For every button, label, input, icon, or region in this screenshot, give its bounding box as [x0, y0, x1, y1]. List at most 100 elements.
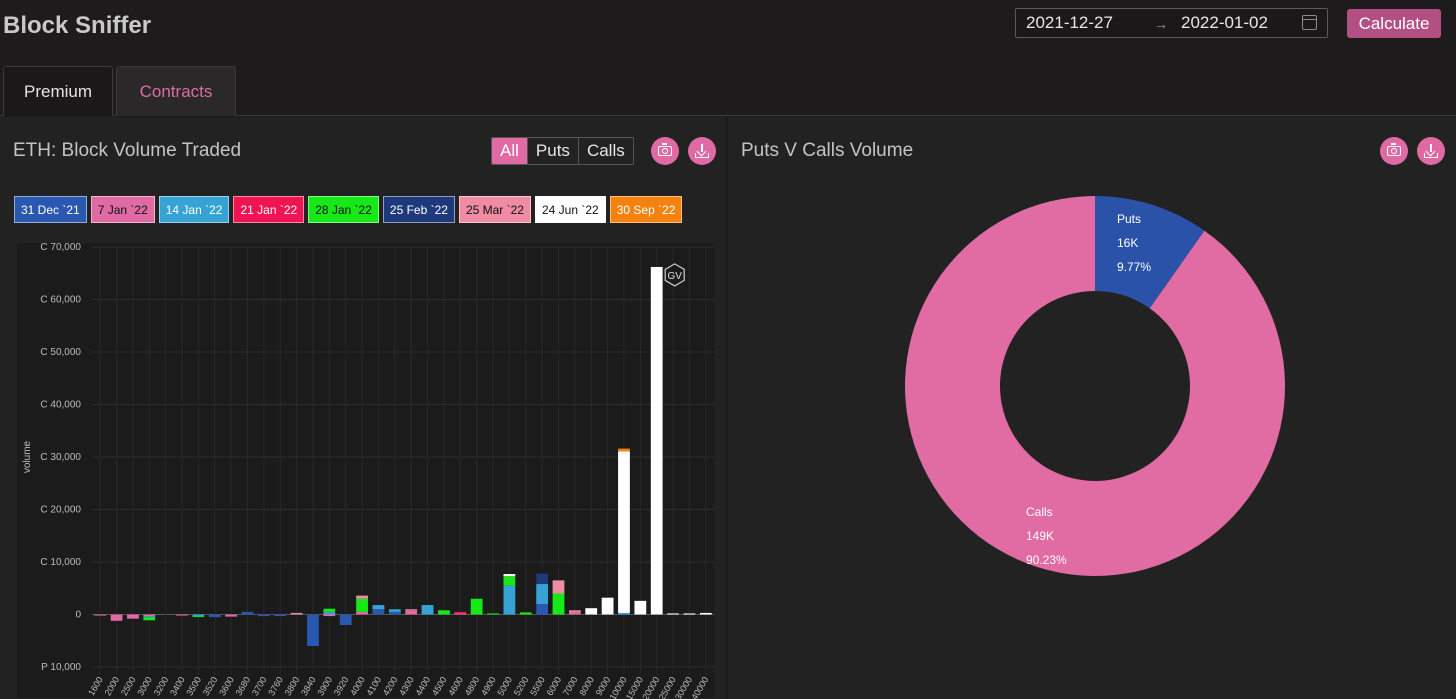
bar-segment[interactable]: [618, 448, 630, 452]
bar-segment[interactable]: [339, 614, 352, 626]
legend-chip[interactable]: 24 Jun `22: [534, 196, 606, 223]
donut-puts-value-label: 16K: [1117, 236, 1138, 250]
bar-segment[interactable]: [356, 595, 368, 599]
bar-segment[interactable]: [241, 611, 254, 615]
bar-segment[interactable]: [323, 611, 336, 615]
bar-segment[interactable]: [356, 598, 368, 612]
camera-icon: [1387, 143, 1401, 156]
date-range-picker[interactable]: 2021-12-27 → 2022-01-02: [1015, 8, 1328, 38]
bar-segment[interactable]: [634, 600, 647, 615]
calendar-icon[interactable]: [1302, 15, 1317, 30]
bar-segment[interactable]: [257, 614, 270, 617]
app-title: Block Sniffer: [3, 12, 152, 39]
gv-logo-icon: [664, 263, 685, 287]
y-tick-label: C 60,000: [40, 295, 81, 306]
calculate-button[interactable]: Calculate: [1347, 9, 1441, 38]
legend-chip[interactable]: 30 Sep `22: [609, 196, 683, 223]
bar-segment[interactable]: [388, 611, 401, 615]
put-call-filter[interactable]: All Puts Calls: [491, 137, 634, 165]
donut-slice-calls[interactable]: [905, 196, 1285, 576]
download-button[interactable]: [1417, 137, 1445, 165]
bar-segment[interactable]: [536, 573, 549, 585]
y-tick-label: 0: [75, 610, 81, 621]
bar-segment[interactable]: [552, 580, 565, 594]
legend-chip[interactable]: 28 Jan `22: [308, 196, 379, 223]
expiry-legend: 31 Dec `21 7 Jan `22 14 Jan `22 21 Jan `22 2…: [14, 196, 686, 223]
puts-calls-title: Puts V Calls Volume: [741, 140, 914, 161]
bar-segment[interactable]: [372, 609, 385, 615]
bar-segment[interactable]: [94, 614, 107, 616]
y-tick-label: C 40,000: [40, 400, 81, 411]
bar-segment[interactable]: [323, 608, 336, 612]
tab-premium[interactable]: Premium: [3, 66, 113, 116]
bar-segment[interactable]: [356, 611, 368, 615]
download-icon: [1424, 144, 1438, 158]
bar-segment[interactable]: [176, 614, 188, 616]
bar-segment[interactable]: [307, 614, 319, 647]
bar-segment[interactable]: [143, 616, 156, 618]
bar-segment[interactable]: [274, 614, 287, 617]
block-volume-title: ETH: Block Volume Traded: [13, 140, 242, 161]
bar-segment[interactable]: [536, 604, 549, 615]
bar-segment[interactable]: [568, 610, 581, 612]
filter-calls-button[interactable]: Calls: [577, 138, 633, 164]
bar-segment[interactable]: [503, 574, 516, 577]
legend-chip[interactable]: 14 Jan `22: [158, 196, 230, 223]
bar-segment[interactable]: [225, 614, 238, 617]
bar-segment[interactable]: [585, 608, 598, 615]
bar-segment[interactable]: [208, 614, 221, 618]
bar-segment[interactable]: [454, 613, 467, 615]
bar-segment[interactable]: [192, 616, 205, 618]
bar-segment[interactable]: [618, 451, 630, 613]
bar-segment[interactable]: [503, 585, 516, 615]
bar-segment[interactable]: [601, 597, 614, 615]
y-tick-label: C 30,000: [40, 452, 81, 463]
bar-segment[interactable]: [503, 576, 516, 586]
bar-segment[interactable]: [192, 614, 205, 617]
bar-segment[interactable]: [143, 617, 156, 621]
bar-segment[interactable]: [143, 614, 156, 617]
bar-segment[interactable]: [290, 612, 303, 615]
legend-chip[interactable]: 7 Jan `22: [90, 196, 155, 223]
bar-segment[interactable]: [110, 614, 123, 621]
bar-segment[interactable]: [618, 612, 630, 615]
donut-calls-percent-label: 90.23%: [1026, 553, 1067, 567]
bar-segment[interactable]: [438, 610, 450, 615]
y-axis-label: volume: [22, 440, 33, 473]
bar-segment[interactable]: [405, 610, 418, 615]
bar-segment[interactable]: [323, 614, 336, 617]
bar-segment[interactable]: [421, 605, 434, 615]
filter-puts-button[interactable]: Puts: [526, 138, 578, 164]
end-date[interactable]: 2022-01-02: [1181, 13, 1268, 32]
bar-segment[interactable]: [519, 612, 532, 615]
bar-segment[interactable]: [470, 598, 483, 615]
bar-segment[interactable]: [536, 584, 549, 604]
date-range-separator-icon: →: [1154, 16, 1168, 32]
tab-contracts[interactable]: Contracts: [116, 66, 236, 116]
legend-chip[interactable]: 21 Jan `22: [233, 196, 305, 223]
bar-segment[interactable]: [372, 605, 385, 610]
y-tick-label: C 70,000: [40, 242, 81, 253]
donut-slice-puts[interactable]: [1095, 196, 1205, 309]
bar-segment[interactable]: [405, 609, 418, 611]
legend-chip[interactable]: 25 Mar `22: [458, 196, 531, 223]
download-button[interactable]: [688, 137, 716, 165]
bar-segment[interactable]: [388, 609, 401, 612]
bar-segment[interactable]: [650, 266, 663, 615]
legend-chip[interactable]: 31 Dec `21: [14, 196, 87, 223]
donut-calls-value-label: 149K: [1026, 529, 1054, 543]
bar-segment[interactable]: [552, 593, 565, 615]
donut-calls-label: Calls: [1026, 505, 1053, 519]
bar-segment[interactable]: [683, 613, 696, 615]
bar-segment[interactable]: [454, 611, 467, 614]
bar-segment[interactable]: [699, 612, 712, 615]
bar-segment[interactable]: [568, 611, 581, 615]
bar-segment[interactable]: [667, 613, 679, 615]
bar-segment[interactable]: [487, 613, 499, 615]
bar-segment[interactable]: [127, 614, 139, 619]
filter-all-button[interactable]: All: [492, 138, 527, 164]
screenshot-button[interactable]: [1380, 137, 1408, 165]
legend-chip[interactable]: 25 Feb `22: [382, 196, 455, 223]
screenshot-button[interactable]: [651, 137, 679, 165]
start-date[interactable]: 2021-12-27: [1026, 13, 1113, 32]
